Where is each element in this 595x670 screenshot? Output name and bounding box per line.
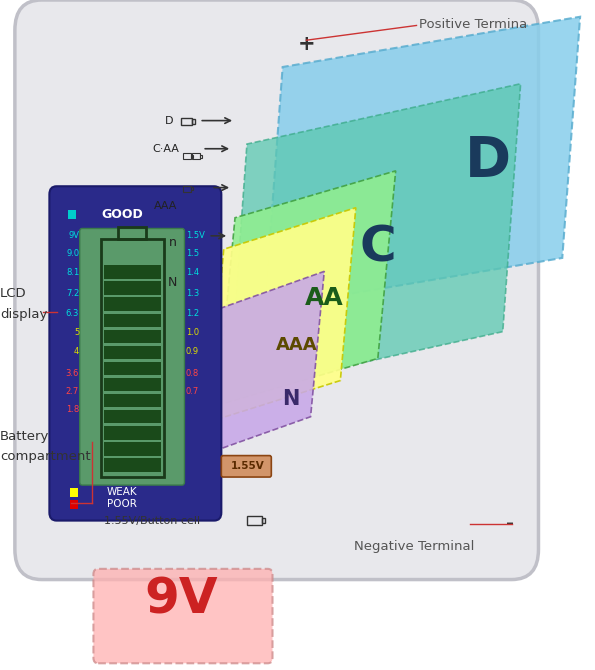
Polygon shape <box>198 271 324 457</box>
Text: N: N <box>281 389 299 409</box>
Bar <box>104 426 161 440</box>
Text: 7.2: 7.2 <box>66 289 79 298</box>
Bar <box>104 330 161 343</box>
Text: 1.2: 1.2 <box>186 309 199 318</box>
Bar <box>183 153 191 159</box>
Text: GOOD: GOOD <box>101 208 143 221</box>
Bar <box>104 458 161 472</box>
Bar <box>104 410 161 423</box>
Text: 4: 4 <box>74 347 79 356</box>
Bar <box>118 227 146 239</box>
FancyBboxPatch shape <box>93 569 273 663</box>
Bar <box>104 297 161 311</box>
Text: 0.7: 0.7 <box>186 387 199 396</box>
Text: 3.6: 3.6 <box>66 369 79 378</box>
Text: 1.55V/Button cell: 1.55V/Button cell <box>104 517 200 526</box>
Polygon shape <box>265 17 580 308</box>
Text: WEAK: WEAK <box>107 488 137 497</box>
Text: 8.1: 8.1 <box>66 268 79 277</box>
Text: Negative Terminal: Negative Terminal <box>354 539 474 553</box>
Text: 9V: 9V <box>68 231 79 241</box>
FancyBboxPatch shape <box>80 228 184 485</box>
Text: AAA: AAA <box>154 202 177 211</box>
Bar <box>181 118 192 125</box>
Text: 1.3: 1.3 <box>186 289 199 298</box>
Text: 5: 5 <box>74 328 79 337</box>
Bar <box>104 346 161 359</box>
Text: 9.0: 9.0 <box>66 249 79 258</box>
Text: POOR: POOR <box>107 499 137 509</box>
Bar <box>192 153 200 159</box>
Text: display: display <box>0 308 48 322</box>
Bar <box>104 378 161 391</box>
Text: compartment: compartment <box>0 450 90 464</box>
Bar <box>70 488 78 497</box>
Text: LCD: LCD <box>0 287 27 300</box>
Bar <box>70 500 78 509</box>
Polygon shape <box>229 84 521 392</box>
Text: D: D <box>165 116 174 125</box>
Text: 1.0: 1.0 <box>186 328 199 337</box>
Bar <box>104 281 161 295</box>
Bar <box>104 362 161 375</box>
Bar <box>192 119 195 124</box>
Bar <box>191 187 193 190</box>
Text: C·AA: C·AA <box>152 144 179 153</box>
Text: n: n <box>168 236 177 249</box>
Text: AA: AA <box>305 286 344 310</box>
Text: 0.9: 0.9 <box>186 347 199 356</box>
FancyBboxPatch shape <box>221 456 271 477</box>
Bar <box>247 516 262 525</box>
Bar <box>68 210 76 219</box>
Text: +: + <box>298 34 315 54</box>
Bar <box>191 155 193 158</box>
Bar <box>104 314 161 327</box>
Bar <box>101 239 164 477</box>
Bar <box>183 186 191 192</box>
Polygon shape <box>217 171 396 405</box>
Text: N: N <box>168 276 177 289</box>
Text: 2.7: 2.7 <box>66 387 79 396</box>
Text: AAA: AAA <box>275 336 317 354</box>
Polygon shape <box>208 208 356 422</box>
FancyBboxPatch shape <box>15 0 538 580</box>
Text: 1.5: 1.5 <box>186 249 199 258</box>
Text: 0.8: 0.8 <box>186 369 199 378</box>
FancyBboxPatch shape <box>49 186 221 521</box>
Text: -: - <box>506 515 514 533</box>
Text: C: C <box>359 224 396 272</box>
Bar <box>262 518 265 523</box>
Text: 1.4: 1.4 <box>186 268 199 277</box>
Text: 1.5V: 1.5V <box>186 231 205 241</box>
Text: Positive Termina: Positive Termina <box>419 17 528 31</box>
Text: 6.3: 6.3 <box>66 309 79 318</box>
Text: Battery: Battery <box>0 430 49 444</box>
Text: 9V: 9V <box>145 576 218 624</box>
Text: 1.8: 1.8 <box>66 405 79 414</box>
Bar <box>200 155 202 158</box>
Bar <box>104 265 161 279</box>
Text: D: D <box>465 134 511 188</box>
Bar <box>104 442 161 456</box>
Bar <box>104 394 161 407</box>
Text: 1.55V: 1.55V <box>231 461 264 470</box>
